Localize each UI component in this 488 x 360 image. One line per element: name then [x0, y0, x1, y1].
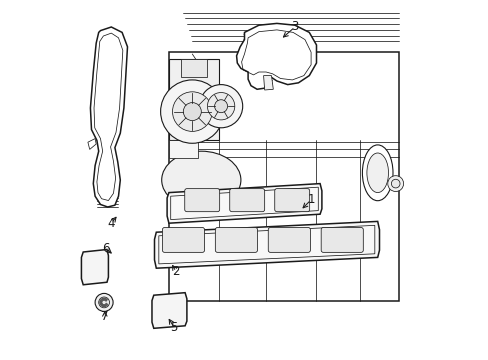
FancyBboxPatch shape [215, 228, 257, 252]
FancyBboxPatch shape [321, 228, 363, 252]
FancyBboxPatch shape [268, 228, 310, 252]
Polygon shape [152, 293, 186, 328]
Polygon shape [154, 221, 379, 268]
Text: 4: 4 [107, 217, 115, 230]
Polygon shape [90, 27, 127, 207]
Text: 6: 6 [102, 242, 109, 255]
Polygon shape [168, 52, 399, 301]
Text: 2: 2 [172, 265, 180, 278]
Circle shape [387, 176, 403, 192]
Text: 1: 1 [307, 193, 314, 206]
Polygon shape [88, 139, 96, 149]
Polygon shape [181, 59, 206, 77]
Ellipse shape [366, 153, 387, 193]
Circle shape [390, 179, 399, 188]
Circle shape [207, 93, 234, 120]
Circle shape [95, 293, 113, 311]
FancyBboxPatch shape [274, 189, 309, 212]
Text: 5: 5 [170, 321, 178, 334]
FancyBboxPatch shape [229, 189, 264, 212]
Polygon shape [236, 23, 316, 89]
Polygon shape [81, 249, 108, 285]
Circle shape [160, 80, 224, 143]
FancyBboxPatch shape [162, 228, 204, 252]
Circle shape [172, 92, 212, 131]
Circle shape [183, 103, 201, 121]
Text: 7: 7 [101, 310, 108, 323]
FancyBboxPatch shape [184, 189, 219, 212]
Circle shape [199, 85, 242, 128]
Circle shape [214, 100, 227, 113]
Polygon shape [263, 76, 273, 90]
Polygon shape [167, 184, 321, 223]
Text: 3: 3 [291, 21, 298, 33]
Polygon shape [168, 59, 219, 140]
Ellipse shape [162, 151, 241, 209]
Ellipse shape [362, 145, 392, 201]
Circle shape [99, 297, 109, 308]
Polygon shape [168, 140, 197, 158]
